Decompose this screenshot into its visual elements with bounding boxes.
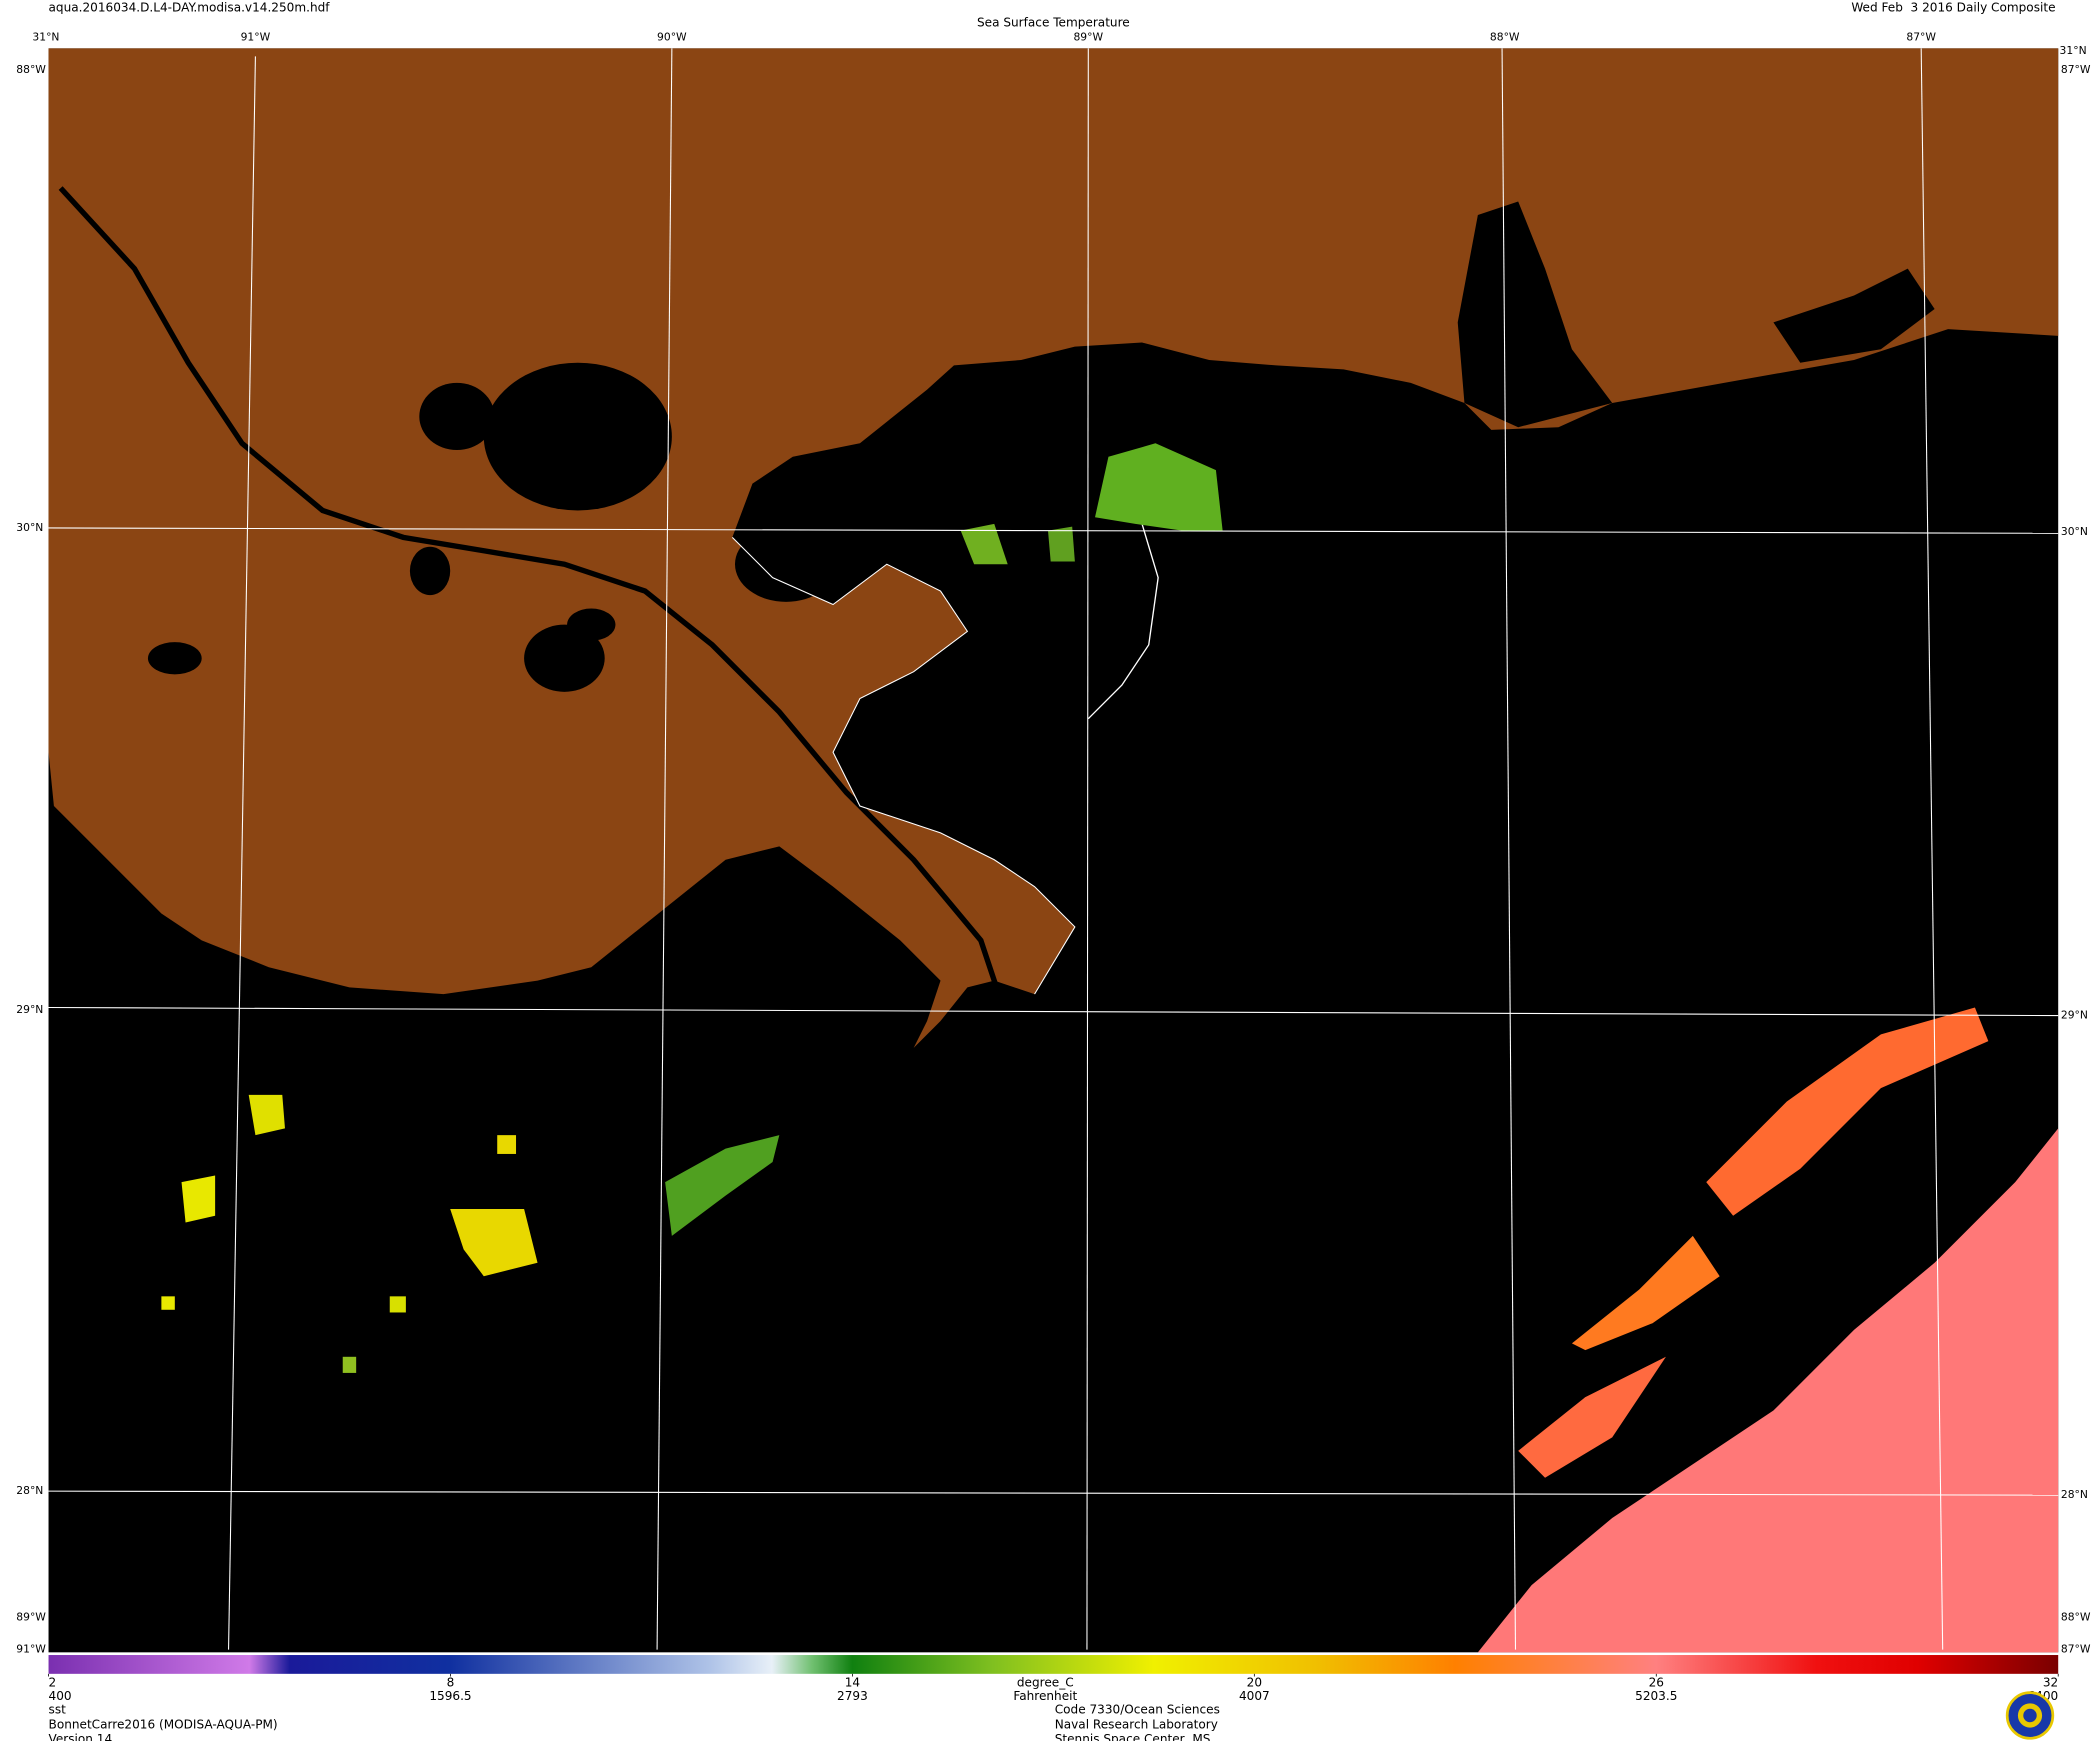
lon-label: 91°W — [241, 31, 271, 44]
file-name: aqua.2016034.D.L4-DAY.modisa.v14.250m.hd… — [49, 1, 331, 15]
coastline — [731, 536, 1076, 995]
chandeleur-islands — [1087, 523, 1159, 720]
lon-label: 88°W — [2061, 1610, 2091, 1623]
lon-label: 87°W — [2061, 1643, 2091, 1656]
lon-label: 87°W — [1906, 31, 1936, 44]
colorbar-celsius-label: 26 — [1649, 1676, 1664, 1690]
footer-text: Naval Research Laboratory — [1055, 1717, 1218, 1731]
colorbar-celsius-label: 14 — [845, 1676, 860, 1690]
colorbar-celsius-label: 32 — [2043, 1676, 2058, 1690]
footer-text: sst — [49, 1703, 67, 1717]
lon-label: 88°W — [16, 63, 46, 76]
lat-label: 31°N — [32, 31, 59, 44]
colorbar-celsius-label: 20 — [1247, 1676, 1262, 1690]
land — [48, 48, 2059, 1048]
lat-label: 29°N — [2061, 1009, 2088, 1022]
lon-label: 89°W — [1073, 31, 1103, 44]
lon-label: 87°W — [2061, 63, 2091, 76]
lon-label: 88°W — [1490, 31, 1520, 44]
colorbar-fahrenheit-label: 5203.5 — [1635, 1689, 1677, 1703]
lat-label: 29°N — [16, 1003, 43, 1016]
lon-label: 89°W — [16, 1610, 46, 1623]
colorbar — [48, 1655, 2059, 1674]
lat-label: 31°N — [2060, 44, 2087, 57]
footer-text: Version 14 — [49, 1732, 113, 1741]
lon-label: 90°W — [657, 31, 687, 44]
colorbar-unit: Fahrenheit — [1013, 1689, 1077, 1703]
colorbar-unit: degree_C — [1017, 1676, 1074, 1690]
map-area — [48, 48, 2059, 1653]
lat-label: 28°N — [16, 1484, 43, 1497]
colorbar-fahrenheit-label: 1596.5 — [429, 1689, 471, 1703]
sst-patches — [161, 443, 2059, 1653]
date-label: Wed Feb 3 2016 Daily Composite — [1851, 1, 2055, 15]
lon-label: 91°W — [16, 1643, 46, 1656]
mississippi-river — [58, 186, 1004, 1002]
water-bodies — [147, 201, 1935, 692]
map-title: Sea Surface Temperature — [977, 15, 1130, 29]
footer-text: Stennis Space Center, MS — [1055, 1732, 1211, 1741]
graticule — [48, 48, 2059, 1650]
footer-text: BonnetCarre2016 (MODISA-AQUA-PM) — [49, 1717, 278, 1731]
logo — [2005, 1691, 2055, 1740]
colorbar-fahrenheit-label: 4007 — [1239, 1689, 1270, 1703]
lat-label: 30°N — [2061, 525, 2088, 538]
colorbar-celsius-label: 2 — [49, 1676, 57, 1690]
lat-label: 28°N — [2061, 1488, 2088, 1501]
colorbar-fahrenheit-label: 2793 — [837, 1689, 868, 1703]
colorbar-fahrenheit-label: 400 — [49, 1689, 72, 1703]
colorbar-celsius-label: 8 — [447, 1676, 455, 1690]
lat-label: 30°N — [16, 521, 43, 534]
footer-text: Code 7330/Ocean Sciences — [1055, 1703, 1220, 1717]
